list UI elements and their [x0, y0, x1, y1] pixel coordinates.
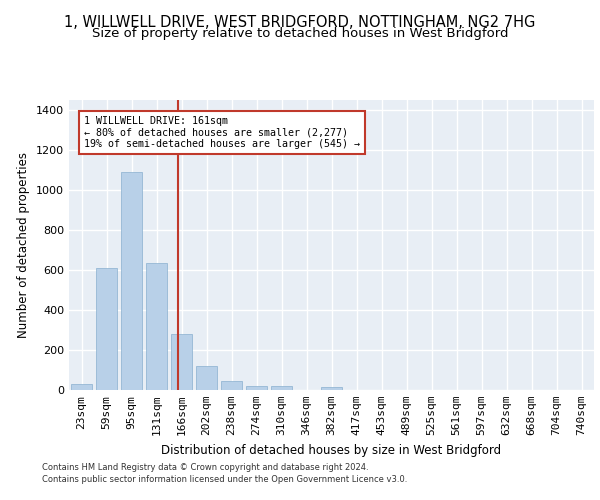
Bar — [96, 268, 117, 390]
Bar — [146, 263, 167, 390]
Bar — [221, 381, 242, 390]
Bar — [271, 386, 292, 390]
Bar — [246, 386, 267, 390]
Bar — [71, 384, 92, 390]
Bar — [121, 172, 142, 390]
Text: 1, WILLWELL DRIVE, WEST BRIDGFORD, NOTTINGHAM, NG2 7HG: 1, WILLWELL DRIVE, WEST BRIDGFORD, NOTTI… — [64, 15, 536, 30]
Text: Contains public sector information licensed under the Open Government Licence v3: Contains public sector information licen… — [42, 475, 407, 484]
Text: Size of property relative to detached houses in West Bridgford: Size of property relative to detached ho… — [92, 28, 508, 40]
Bar — [321, 387, 342, 390]
X-axis label: Distribution of detached houses by size in West Bridgford: Distribution of detached houses by size … — [161, 444, 502, 456]
Bar — [196, 366, 217, 390]
Bar — [171, 334, 192, 390]
Text: 1 WILLWELL DRIVE: 161sqm
← 80% of detached houses are smaller (2,277)
19% of sem: 1 WILLWELL DRIVE: 161sqm ← 80% of detach… — [84, 116, 360, 149]
Text: Contains HM Land Registry data © Crown copyright and database right 2024.: Contains HM Land Registry data © Crown c… — [42, 462, 368, 471]
Y-axis label: Number of detached properties: Number of detached properties — [17, 152, 31, 338]
